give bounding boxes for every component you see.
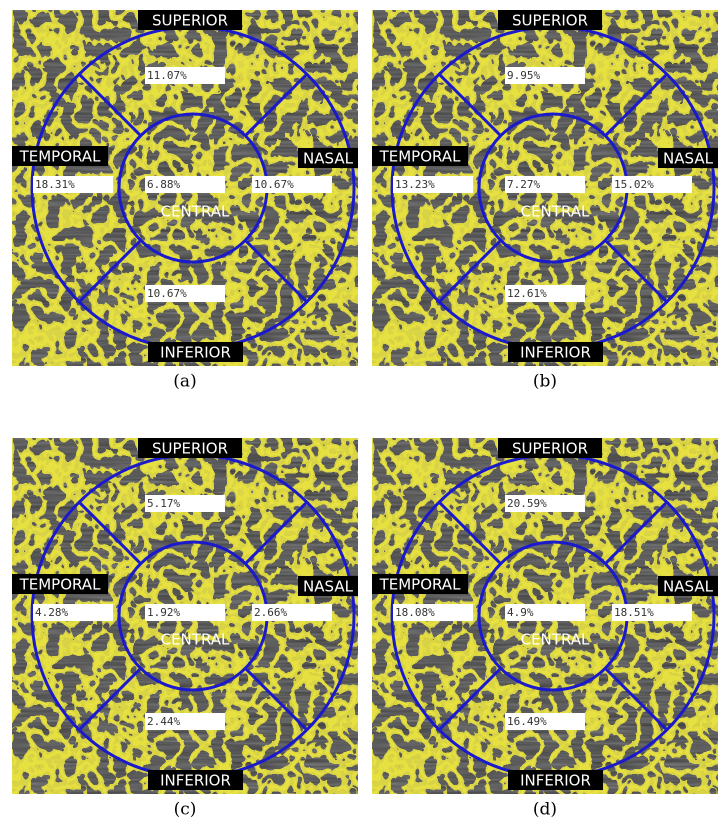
density-value: 16.49% — [507, 715, 547, 728]
region-label: TEMPORAL — [19, 576, 102, 594]
density-value: 2.66% — [254, 606, 287, 619]
panel: SUPERIOR TEMPORAL NASAL INFERIOR CENTRAL 20.5… — [372, 438, 718, 794]
region-label: SUPERIOR — [512, 440, 588, 458]
density-value: 2.44% — [147, 715, 180, 728]
density-value: 18.31% — [35, 178, 75, 191]
density-value: 4.9% — [507, 606, 534, 619]
density-value: 12.61% — [507, 287, 547, 300]
region-label: NASAL — [663, 578, 714, 596]
region-label: INFERIOR — [520, 344, 591, 362]
region-label: INFERIOR — [160, 772, 231, 790]
density-value: 5.17% — [147, 497, 180, 510]
density-value: 18.08% — [395, 606, 435, 619]
density-value: 7.27% — [507, 178, 540, 191]
region-label: SUPERIOR — [152, 12, 228, 30]
region-label: CENTRAL — [521, 203, 590, 221]
region-label: NASAL — [303, 150, 354, 168]
region-label: INFERIOR — [520, 772, 591, 790]
figure: SUPERIOR TEMPORAL NASAL INFERIOR CENTRAL 11.0… — [0, 0, 718, 832]
density-value: 18.51% — [614, 606, 654, 619]
region-label: CENTRAL — [521, 631, 590, 649]
page: SUPERIOR TEMPORAL NASAL INFERIOR CENTRAL 11.0… — [0, 0, 718, 832]
panel: SUPERIOR TEMPORAL NASAL INFERIOR CENTRAL 11.0… — [12, 10, 358, 366]
panel-caption: (a) — [173, 372, 196, 392]
region-label: TEMPORAL — [379, 576, 462, 594]
density-value: 10.67% — [254, 178, 294, 191]
region-label: SUPERIOR — [152, 440, 228, 458]
panel-caption: (b) — [533, 372, 557, 392]
density-value: 1.92% — [147, 606, 180, 619]
region-label: NASAL — [303, 578, 354, 596]
density-value: 10.67% — [147, 287, 187, 300]
region-label: TEMPORAL — [379, 148, 462, 166]
panel: SUPERIOR TEMPORAL NASAL INFERIOR CENTRAL 9.95… — [372, 10, 718, 366]
panel: SUPERIOR TEMPORAL NASAL INFERIOR CENTRAL 5.17… — [12, 438, 358, 794]
region-label: INFERIOR — [160, 344, 231, 362]
density-value: 4.28% — [35, 606, 68, 619]
density-value: 6.88% — [147, 178, 180, 191]
density-value: 9.95% — [507, 69, 540, 82]
region-label: CENTRAL — [161, 203, 230, 221]
region-label: SUPERIOR — [512, 12, 588, 30]
density-value: 20.59% — [507, 497, 547, 510]
region-label: CENTRAL — [161, 631, 230, 649]
density-value: 13.23% — [395, 178, 435, 191]
panel-caption: (c) — [174, 800, 197, 820]
region-label: NASAL — [663, 150, 714, 168]
panel-caption: (d) — [533, 800, 557, 820]
density-value: 15.02% — [614, 178, 654, 191]
region-label: TEMPORAL — [19, 148, 102, 166]
density-value: 11.07% — [147, 69, 187, 82]
